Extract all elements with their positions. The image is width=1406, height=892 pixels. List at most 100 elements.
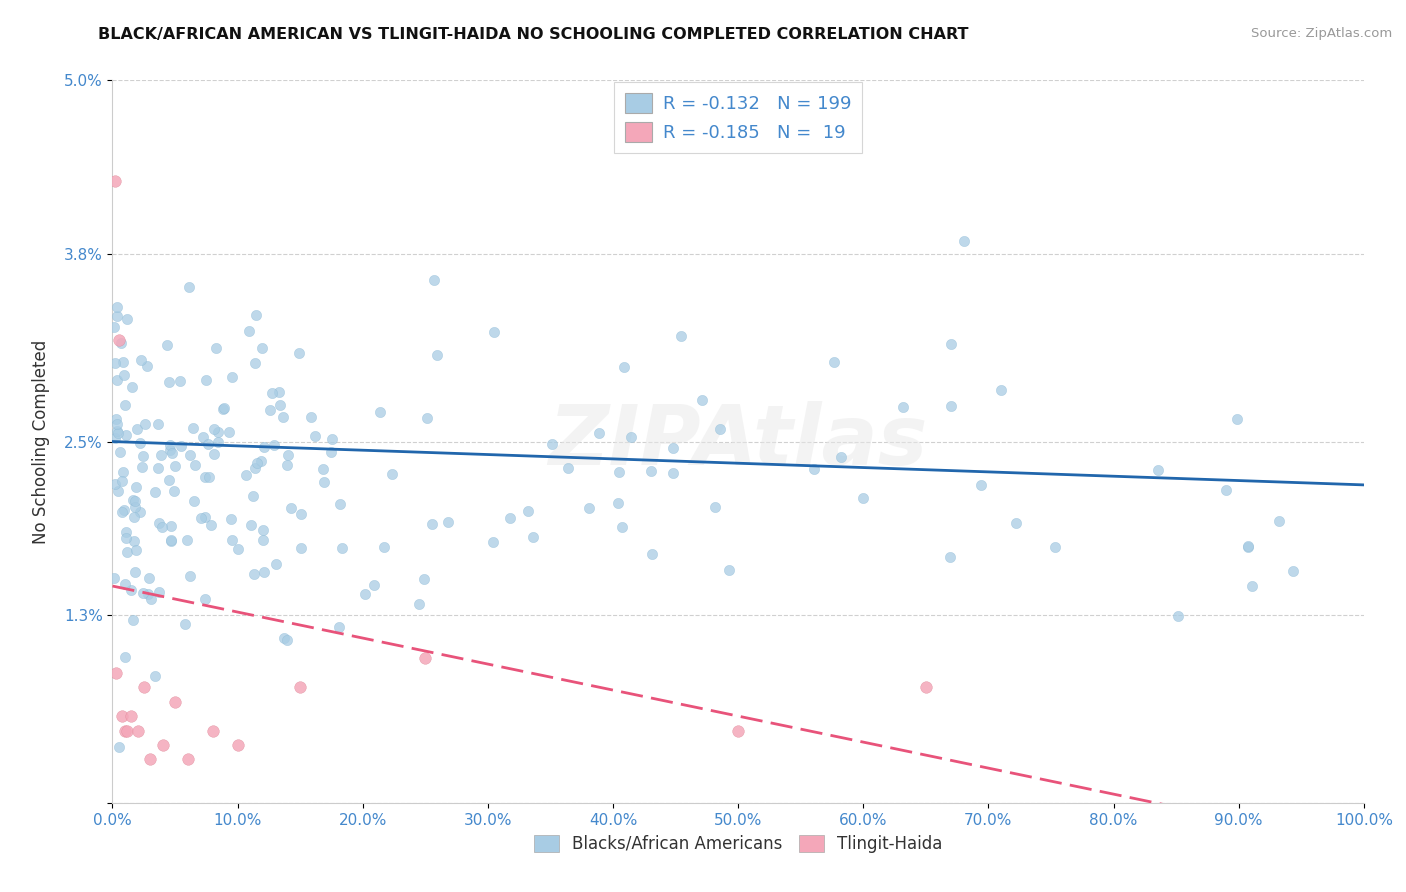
Point <box>150 449 173 463</box>
Point <box>354 587 377 601</box>
Point <box>207 425 229 439</box>
Point <box>522 530 544 544</box>
Point <box>692 392 714 407</box>
Point <box>610 520 633 534</box>
Point <box>420 517 443 532</box>
Point <box>970 478 993 492</box>
Point <box>122 509 145 524</box>
Point <box>139 752 162 766</box>
Point <box>250 454 273 468</box>
Point <box>287 346 309 360</box>
Point <box>312 462 335 476</box>
Point <box>163 458 186 473</box>
Point <box>277 448 299 462</box>
Point <box>114 723 136 738</box>
Point <box>606 495 628 509</box>
Point <box>110 335 132 350</box>
Point <box>129 435 152 450</box>
Point <box>212 401 235 416</box>
Point <box>148 585 170 599</box>
Point <box>114 398 136 412</box>
Point <box>105 665 128 680</box>
Point <box>852 491 875 505</box>
Point <box>132 585 155 599</box>
Point <box>197 437 219 451</box>
Point <box>105 373 128 387</box>
Point <box>105 309 128 323</box>
Point <box>408 597 430 611</box>
Point <box>179 448 201 462</box>
Point <box>127 723 149 738</box>
Point <box>160 446 183 460</box>
Point <box>159 438 181 452</box>
Point <box>578 501 600 516</box>
Point <box>179 568 201 582</box>
Point <box>413 651 436 665</box>
Point <box>273 631 295 645</box>
Point <box>290 680 312 694</box>
Point <box>134 417 156 431</box>
Point <box>1147 463 1170 477</box>
Point <box>423 273 446 287</box>
Point <box>517 504 540 518</box>
Point <box>107 426 129 441</box>
Point <box>157 375 180 389</box>
Point <box>319 444 342 458</box>
Point <box>200 518 222 533</box>
Point <box>304 428 326 442</box>
Point <box>609 465 631 479</box>
Point <box>150 520 173 534</box>
Point <box>148 516 170 531</box>
Point <box>267 384 290 399</box>
Point <box>245 308 267 322</box>
Text: Source: ZipAtlas.com: Source: ZipAtlas.com <box>1251 27 1392 40</box>
Point <box>613 359 636 374</box>
Point <box>104 476 127 491</box>
Point <box>107 334 129 348</box>
Point <box>124 565 146 579</box>
Point <box>1226 412 1249 426</box>
Point <box>111 474 134 488</box>
Point <box>226 738 249 752</box>
Point <box>212 401 235 415</box>
Point <box>276 458 298 472</box>
Point <box>184 458 207 472</box>
Point <box>240 518 263 533</box>
Point <box>162 484 184 499</box>
Point <box>159 473 181 487</box>
Point <box>103 571 125 585</box>
Point <box>290 541 312 556</box>
Point <box>183 494 205 508</box>
Point <box>253 565 276 579</box>
Point <box>301 410 323 425</box>
Point <box>152 738 174 752</box>
Legend: Blacks/African Americans, Tlingit-Haida: Blacks/African Americans, Tlingit-Haida <box>527 828 949 860</box>
Point <box>588 426 610 441</box>
Point <box>1043 540 1066 554</box>
Point <box>139 591 162 606</box>
Point <box>727 723 749 738</box>
Point <box>662 466 685 480</box>
Point <box>115 312 138 326</box>
Point <box>891 400 914 414</box>
Point <box>201 723 224 738</box>
Point <box>938 549 960 564</box>
Point <box>148 460 170 475</box>
Point <box>321 432 343 446</box>
Point <box>138 571 160 585</box>
Point <box>1215 483 1237 498</box>
Point <box>641 547 664 561</box>
Point <box>226 542 249 557</box>
Point <box>280 500 302 515</box>
Point <box>221 369 243 384</box>
Point <box>108 445 131 459</box>
Point <box>121 493 143 508</box>
Point <box>557 461 579 475</box>
Point <box>160 533 183 548</box>
Point <box>122 613 145 627</box>
Point <box>245 355 267 369</box>
Point <box>104 356 127 370</box>
Point <box>640 464 662 478</box>
Point <box>129 353 152 368</box>
Point <box>990 383 1012 397</box>
